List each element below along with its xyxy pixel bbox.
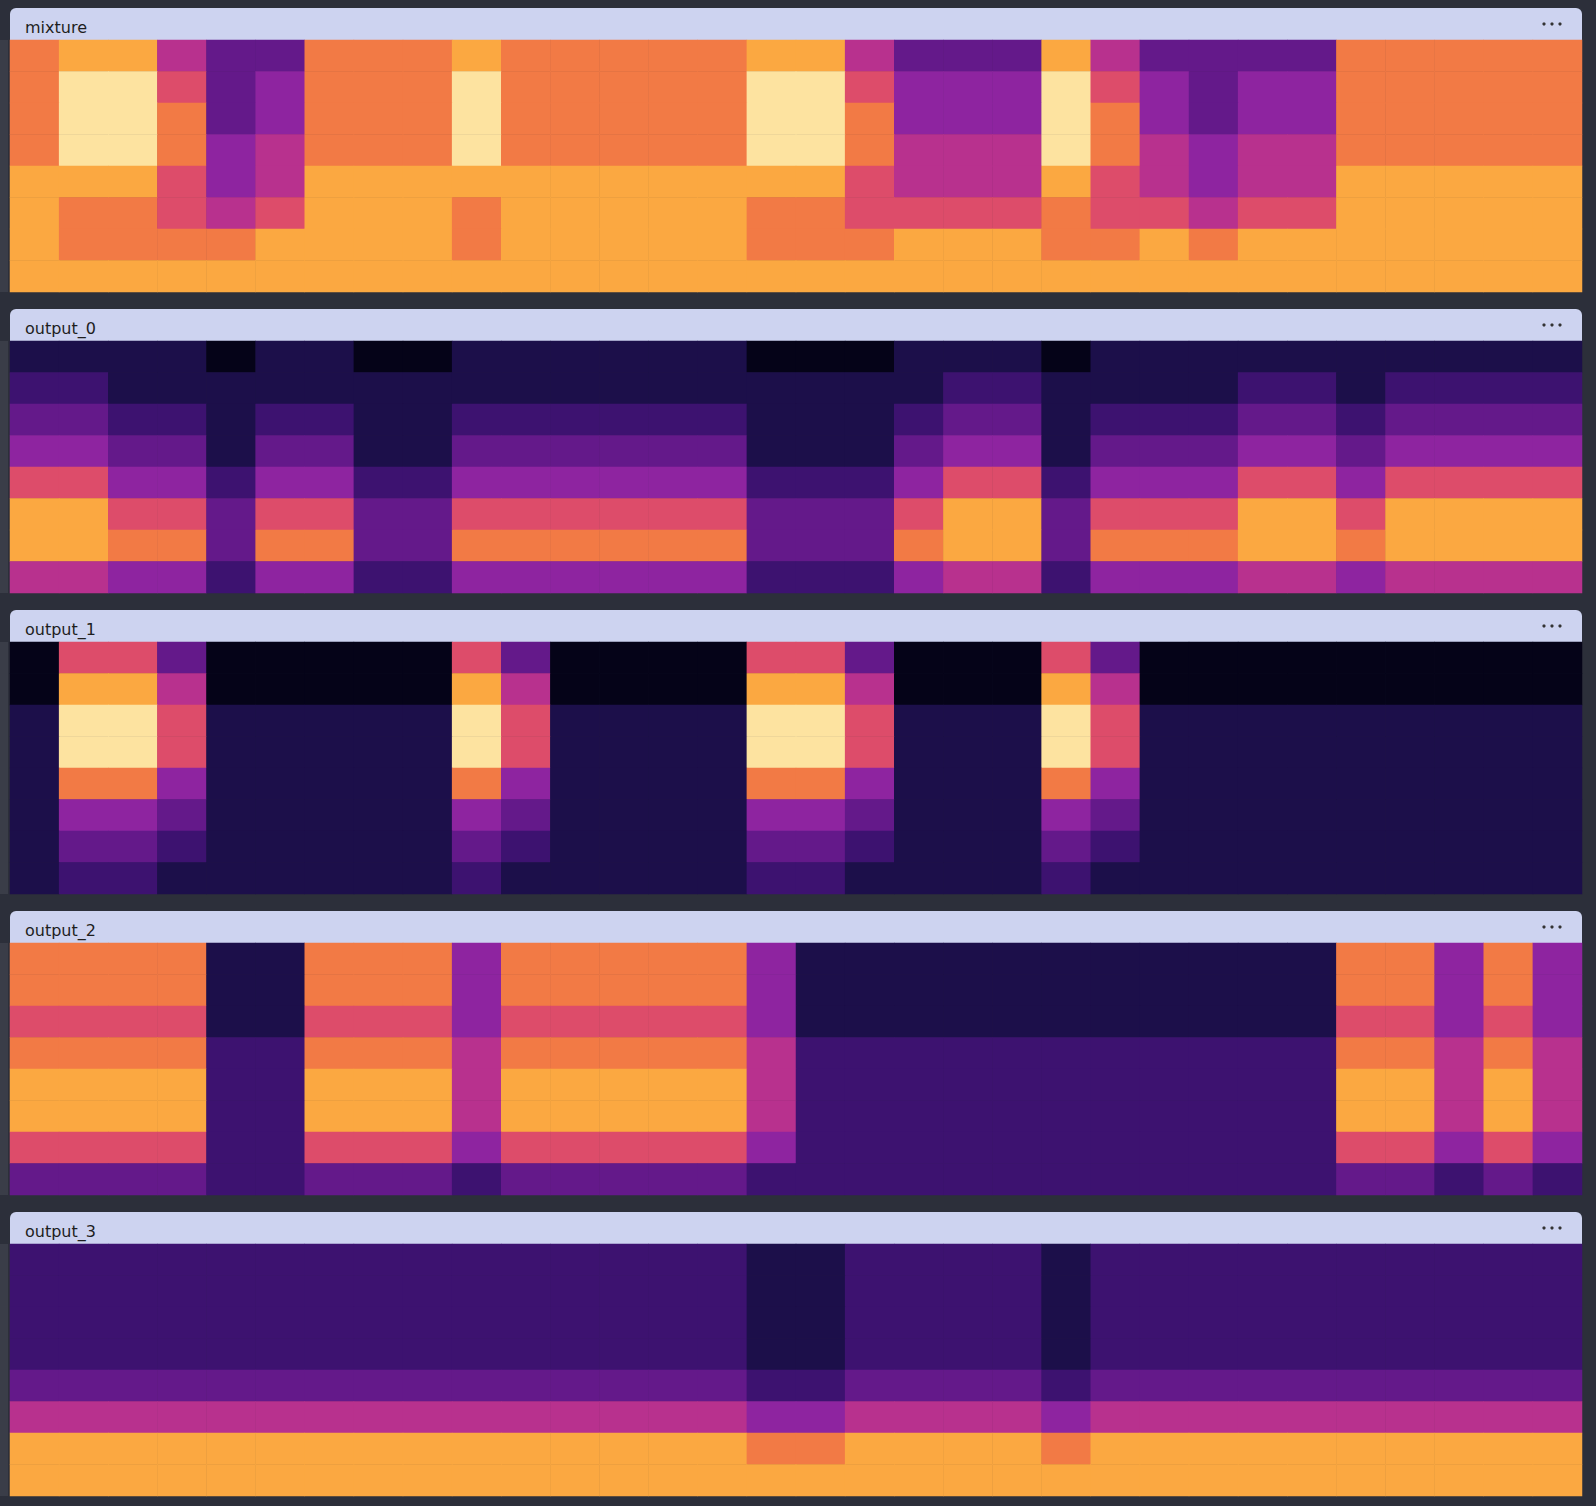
svg-text:output_0: output_0: [25, 319, 96, 339]
svg-text:output_3: output_3: [25, 1222, 96, 1242]
svg-text:output_2: output_2: [25, 921, 96, 941]
svg-text:output_1: output_1: [25, 620, 96, 640]
svg-text:mixture: mixture: [25, 18, 87, 37]
